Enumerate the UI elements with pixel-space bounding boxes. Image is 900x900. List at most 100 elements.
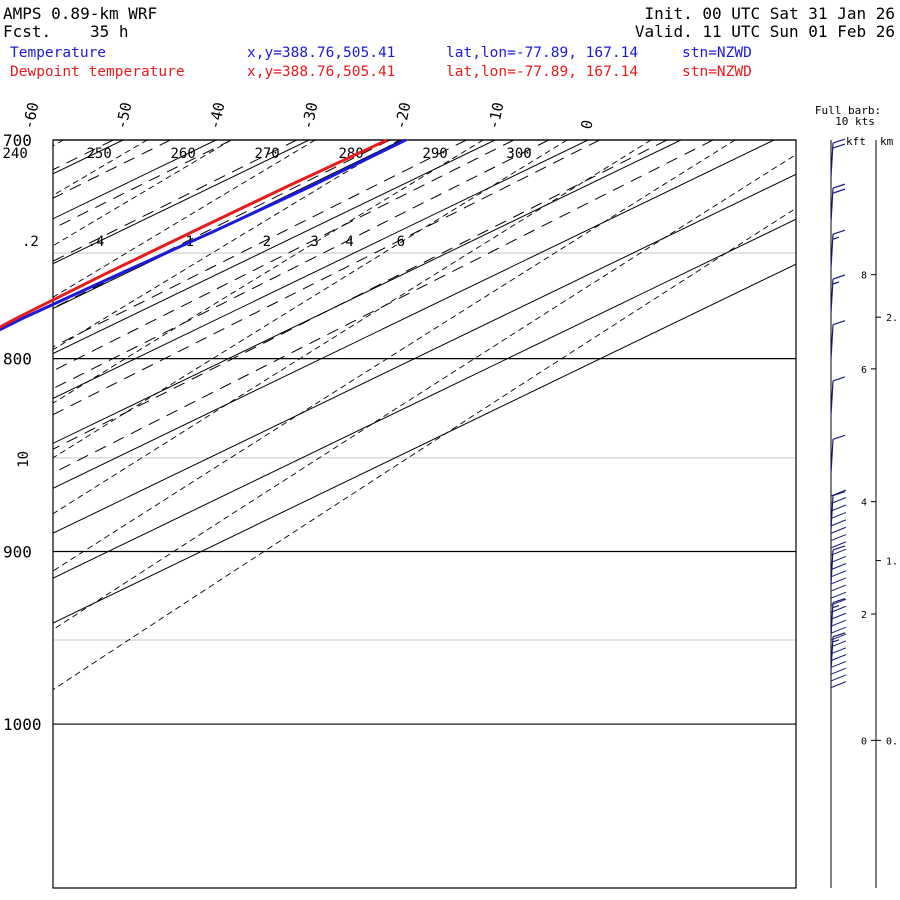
- wind-barb-lowlevel: [830, 633, 847, 641]
- wind-barb-lowlevel: [830, 591, 847, 599]
- wind-legend-title: Full barb:: [815, 104, 881, 117]
- wind-barb: [830, 229, 846, 269]
- pressure-label: 800: [3, 350, 32, 369]
- mixing-ratio-line: [53, 140, 668, 450]
- wind-barb-lowlevel: [830, 674, 847, 682]
- valid-time: Valid. 11 UTC Sun 01 Feb 26: [635, 22, 895, 41]
- wind-legend-subtitle: 10 kts: [835, 115, 875, 128]
- kft-tick-label: 8: [861, 271, 867, 282]
- wind-barb-lowlevel: [830, 511, 847, 519]
- dry-adiabat: [53, 140, 736, 572]
- temperature-tick-label: -60: [19, 101, 42, 131]
- wind-barb-lowlevel: [830, 519, 847, 527]
- dry-adiabat: [53, 154, 796, 631]
- wind-barb: [830, 320, 846, 359]
- forecast-hours: 35 h: [90, 22, 129, 41]
- temperature-tick-label: -50: [112, 101, 135, 131]
- mixing-ratio-label: .4: [88, 234, 105, 250]
- dewpoint-xy: x,y=388.76,505.41: [247, 64, 395, 80]
- isotherm: [53, 140, 682, 444]
- wind-barb-full: [832, 376, 846, 382]
- wind-barb-full: [832, 632, 846, 638]
- theta-label: 250: [87, 146, 112, 162]
- km-tick-label: 2.: [886, 313, 898, 324]
- temperature-profile-line: [0, 138, 407, 332]
- wind-barb-lowlevel: [830, 660, 847, 668]
- wind-barb: [830, 376, 846, 416]
- wind-barb-lowlevel: [830, 534, 847, 542]
- mixing-ratio-line: [53, 140, 467, 348]
- temperature-series-label: Temperature: [10, 45, 106, 61]
- mixing-ratio-line: [53, 140, 515, 372]
- wind-barb-staff: [830, 439, 834, 474]
- wind-barb: [830, 545, 846, 584]
- wind-barb-lowlevel: [830, 555, 847, 563]
- wind-barb-half: [832, 236, 840, 240]
- wind-barb-full: [832, 143, 846, 149]
- temperature-station: stn=NZWD: [682, 45, 752, 61]
- temperature-tick-label: -30: [298, 101, 321, 131]
- wind-barb: [830, 434, 846, 474]
- theta-label: 260: [170, 146, 195, 162]
- wind-barb-lowlevel: [830, 598, 847, 606]
- wind-barb-staff: [830, 278, 834, 314]
- forecast-label: Fcst.: [3, 22, 51, 41]
- isotherm: [53, 218, 796, 579]
- wind-barb-lowlevel: [830, 640, 847, 648]
- mixing-ratio-label: 2: [263, 234, 271, 250]
- isotherm: [53, 140, 496, 355]
- wind-barb-full: [832, 274, 846, 280]
- dewpoint-latlon: lat,lon=-77.89, 167.14: [446, 64, 638, 80]
- dry-adiabat: [53, 140, 484, 404]
- mixing-ratio-line: [53, 140, 714, 474]
- kft-tick-label: 4: [861, 498, 867, 509]
- wind-barb-staff: [830, 495, 834, 530]
- plot-border: [52, 139, 797, 889]
- wind-barb-lowlevel: [830, 526, 847, 534]
- isotherm: [53, 140, 589, 400]
- temperature-latlon: lat,lon=-77.89, 167.14: [446, 45, 638, 61]
- model-title: AMPS 0.89-km WRF: [3, 4, 157, 23]
- km-tick-label: 1.: [886, 557, 898, 568]
- isotherm: [53, 173, 796, 534]
- mixing-ratio-label: .2: [22, 234, 39, 250]
- kft-tick-label: 0: [861, 736, 867, 747]
- mixing-ratio-label: 6: [397, 234, 405, 250]
- wind-barb-half: [832, 605, 840, 609]
- wind-barb-full: [832, 188, 846, 194]
- mixing-ratio-line: [53, 140, 549, 390]
- wind-barb-lowlevel: [830, 577, 847, 585]
- km-tick-label: 0.: [886, 736, 898, 747]
- wind-barb-staff: [830, 324, 834, 359]
- wind-barb-full: [832, 434, 846, 440]
- wind-barb-full: [832, 138, 846, 144]
- mixing-ratio-label: 3: [310, 234, 318, 250]
- temperature-tick-label: -40: [205, 101, 228, 131]
- isotherm: [53, 263, 796, 624]
- wind-barb-staff: [830, 234, 834, 269]
- temperature-tick-label: -10: [484, 101, 507, 131]
- kft-tick-label: 2: [861, 610, 867, 621]
- wind-barb-staff: [830, 549, 834, 584]
- init-time: Init. 00 UTC Sat 31 Jan 26: [645, 4, 895, 23]
- dewpoint-station: stn=NZWD: [682, 64, 752, 80]
- wind-barb-full: [832, 545, 846, 551]
- mixing-ratio-line: [53, 140, 297, 262]
- isotherm: [53, 140, 310, 265]
- isotherm: [53, 140, 775, 489]
- background-lines: [53, 140, 796, 691]
- dry-adiabat: [53, 140, 568, 459]
- wind-barb-lowlevel: [830, 497, 847, 504]
- temperature-tick-label: 0: [577, 118, 596, 131]
- wind-barb-staff: [830, 142, 834, 178]
- wind-barb-lowlevel: [830, 667, 847, 675]
- wind-barb-full: [832, 183, 846, 189]
- kft-tick-label: 6: [861, 365, 867, 376]
- wind-barb-lowlevel: [830, 584, 847, 592]
- dry-adiabat: [53, 140, 652, 515]
- wind-barb-lowlevel: [830, 681, 847, 689]
- mixing-ratio-label: 10: [16, 451, 32, 468]
- theta-label: 280: [338, 146, 363, 162]
- wind-barb-lowlevel: [830, 548, 847, 556]
